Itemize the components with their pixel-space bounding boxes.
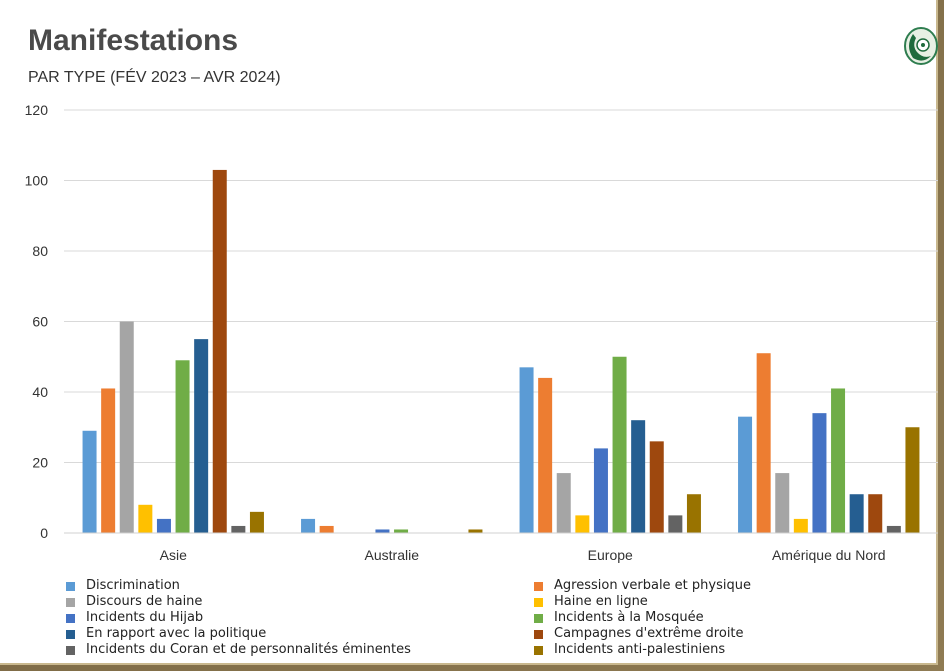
bar-3-3 bbox=[556, 473, 571, 533]
y-tick-label: 120 bbox=[25, 102, 49, 118]
legend-label: Discrimination bbox=[86, 578, 180, 593]
bar-3-8 bbox=[649, 441, 664, 533]
y-tick-label: 80 bbox=[32, 243, 48, 259]
legend-label: Incidents du Coran et de personnalités é… bbox=[86, 642, 411, 657]
legend-swatch bbox=[534, 613, 543, 623]
bar-4-7 bbox=[849, 494, 864, 533]
y-tick-label: 40 bbox=[32, 384, 48, 400]
bar-3-10 bbox=[686, 494, 701, 533]
bar-4-1 bbox=[738, 416, 753, 533]
legend-item: En rapport avec la politique bbox=[66, 626, 534, 642]
bar-1-2 bbox=[101, 388, 116, 533]
bar-4-10 bbox=[905, 427, 920, 533]
bar-4-3 bbox=[775, 473, 790, 533]
legend-label: Incidents à la Mosquée bbox=[554, 610, 704, 625]
bar-2-10 bbox=[468, 529, 483, 533]
bar-4-2 bbox=[756, 353, 771, 533]
bar-2-1 bbox=[301, 518, 316, 533]
legend-swatch bbox=[534, 597, 543, 607]
legend-item: Incidents du Hijab bbox=[66, 610, 534, 626]
legend-swatch bbox=[66, 581, 75, 591]
legend-label: Incidents du Hijab bbox=[86, 610, 204, 625]
x-tick-label: Europe bbox=[588, 547, 633, 563]
legend-label: Incidents anti-palestiniens bbox=[554, 642, 726, 657]
legend-label: Agression verbale et physique bbox=[554, 578, 751, 593]
bar-3-2 bbox=[538, 377, 553, 533]
bar-4-4 bbox=[793, 518, 808, 533]
bar-1-8 bbox=[212, 169, 227, 534]
legend-item: Haine en ligne bbox=[534, 594, 906, 610]
x-tick-label: Australie bbox=[365, 547, 420, 563]
legend-swatch bbox=[66, 645, 75, 655]
bar-3-6 bbox=[612, 356, 627, 533]
bar-4-8 bbox=[868, 494, 883, 533]
legend-swatch bbox=[66, 613, 75, 623]
chart-subtitle: PAR TYPE (FÉV 2023 – AVR 2024) bbox=[28, 69, 281, 86]
bar-1-9 bbox=[231, 525, 246, 533]
bar-4-5 bbox=[812, 413, 827, 533]
bar-1-4 bbox=[138, 504, 153, 533]
bar-1-3 bbox=[119, 321, 134, 533]
oic-globe-logo-icon bbox=[904, 27, 938, 65]
bar-2-6 bbox=[394, 529, 409, 533]
bar-4-6 bbox=[831, 388, 846, 533]
legend-label: Haine en ligne bbox=[554, 594, 648, 609]
legend-item: Incidents anti-palestiniens bbox=[534, 642, 906, 658]
bar-3-5 bbox=[593, 448, 608, 533]
legend-item: Incidents du Coran et de personnalités é… bbox=[66, 642, 534, 658]
bar-1-10 bbox=[249, 511, 264, 533]
legend-swatch bbox=[66, 597, 75, 607]
legend-item: Discrimination bbox=[66, 578, 534, 594]
legend-swatch bbox=[534, 645, 543, 655]
bar-2-5 bbox=[375, 529, 390, 533]
legend-item: Incidents à la Mosquée bbox=[534, 610, 906, 626]
bar-1-5 bbox=[156, 518, 171, 533]
bar-3-9 bbox=[668, 515, 683, 533]
bar-3-1 bbox=[519, 367, 534, 533]
legend-label: En rapport avec la politique bbox=[86, 626, 267, 641]
chart-legend: Discrimination Agression verbale et physi… bbox=[66, 578, 906, 658]
legend-item: Agression verbale et physique bbox=[534, 578, 906, 594]
bar-2-2 bbox=[319, 525, 334, 533]
legend-item: Discours de haine bbox=[66, 594, 534, 610]
y-tick-label: 60 bbox=[32, 314, 48, 330]
x-tick-label: Asie bbox=[160, 547, 187, 563]
bar-3-7 bbox=[631, 420, 646, 533]
legend-label: Discours de haine bbox=[86, 594, 203, 609]
legend-item: Campagnes d'extrême droite bbox=[534, 626, 906, 642]
x-tick-label: Amérique du Nord bbox=[772, 547, 886, 563]
bar-1-6 bbox=[175, 360, 190, 533]
legend-swatch bbox=[534, 629, 543, 639]
y-tick-label: 100 bbox=[25, 173, 49, 189]
y-tick-label: 20 bbox=[32, 455, 48, 471]
chart-title: Manifestations bbox=[28, 24, 239, 57]
bar-3-4 bbox=[575, 515, 590, 533]
legend-label: Campagnes d'extrême droite bbox=[554, 626, 744, 641]
bar-1-1 bbox=[82, 430, 97, 533]
y-tick-label: 0 bbox=[40, 525, 48, 541]
bar-4-9 bbox=[886, 525, 901, 533]
legend-swatch bbox=[534, 581, 543, 591]
legend-swatch bbox=[66, 629, 75, 639]
bar-chart: 0 20 40 60 80 100 120 Asie Australie Europe Amériq… bbox=[25, 102, 938, 563]
bar-1-7 bbox=[194, 339, 209, 533]
